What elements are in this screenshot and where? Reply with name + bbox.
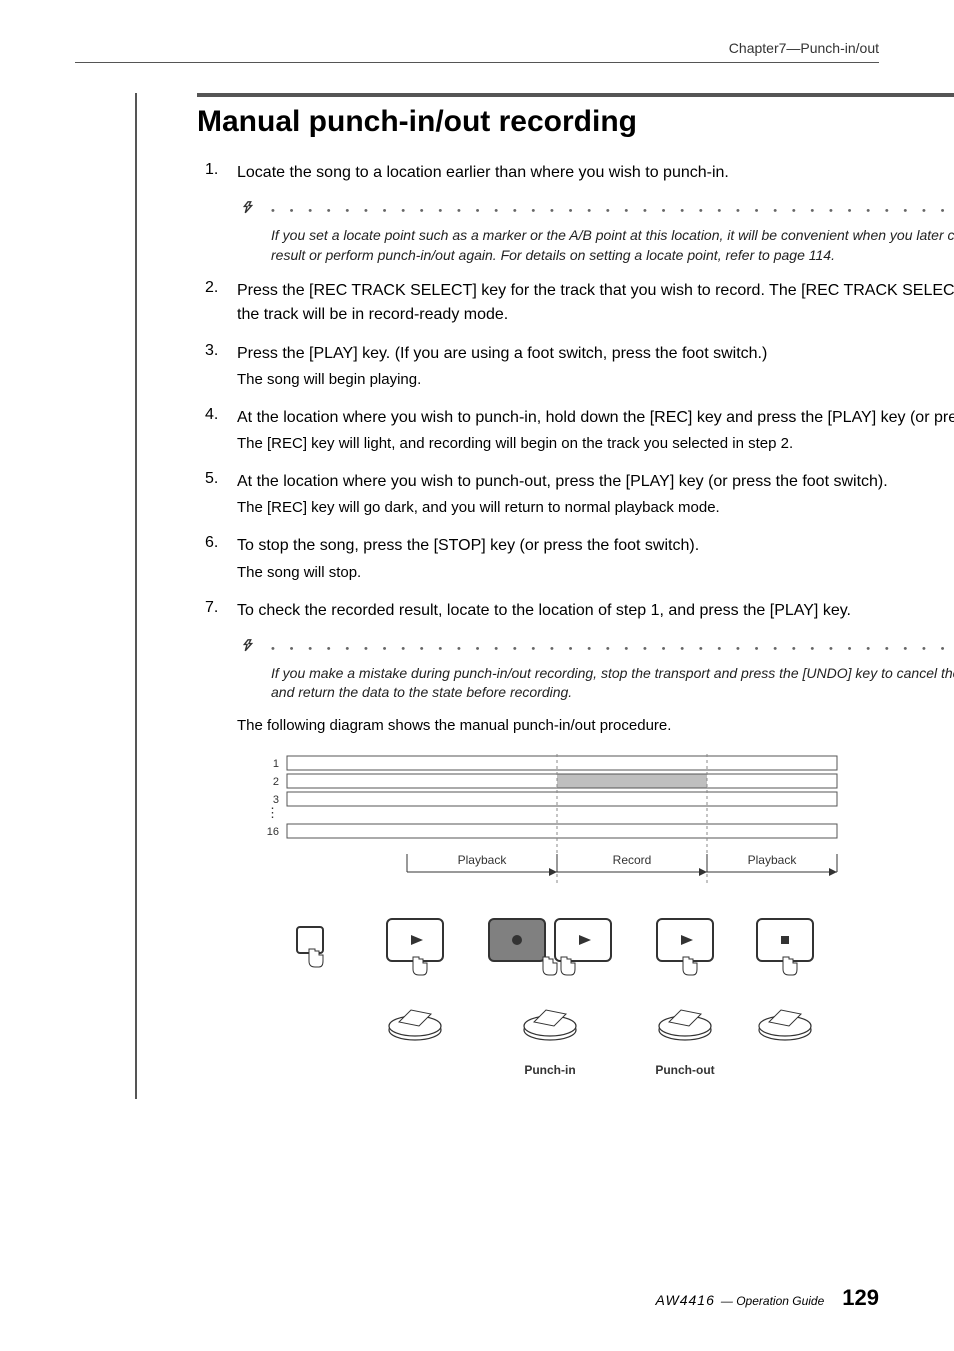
track-ellipsis: ⋮ <box>266 805 279 820</box>
tip-block-2: • • • • • • • • • • • • • • • • • • • • … <box>237 638 954 703</box>
step-number: 4. <box>205 406 218 424</box>
punch-out-label: Punch-out <box>655 1063 714 1077</box>
chapter-header: Chapter7—Punch-in/out <box>75 40 879 56</box>
title-rule <box>197 93 954 97</box>
step-number: 7. <box>205 599 218 617</box>
timeline-label: Playback <box>458 853 508 867</box>
footswitch-icon <box>759 1010 811 1040</box>
punch-in-label: Punch-in <box>524 1063 575 1077</box>
step-body: The [REC] key will light, and recording … <box>237 433 954 454</box>
track-label: 2 <box>273 776 279 788</box>
play-button-icon <box>657 919 713 975</box>
arrow-head <box>829 868 837 876</box>
track-label: 1 <box>273 758 279 770</box>
step-4: 4. At the location where you wish to pun… <box>237 406 954 454</box>
lightbulb-icon <box>237 200 259 222</box>
step-1: 1. Locate the song to a location earlier… <box>237 161 954 184</box>
track-rect <box>287 792 837 806</box>
tip-header: • • • • • • • • • • • • • • • • • • • • … <box>237 638 954 660</box>
locate-button-icon <box>297 927 323 967</box>
track-label: 16 <box>267 826 279 838</box>
rec-play-button-icon <box>489 919 611 975</box>
vertical-rule <box>135 93 137 1099</box>
page-title: Manual punch-in/out recording <box>197 105 954 139</box>
dots-separator: • • • • • • • • • • • • • • • • • • • • … <box>271 205 954 217</box>
step-body: The [REC] key will go dark, and you will… <box>237 497 954 518</box>
step-2: 2. Press the [REC TRACK SELECT] key for … <box>237 279 954 325</box>
step-3: 3. Press the [PLAY] key. (If you are usi… <box>237 342 954 390</box>
diagram-svg: 1 2 3 ⋮ 16 <box>237 754 857 1094</box>
step-number: 1. <box>205 161 218 179</box>
arrow-head <box>699 868 707 876</box>
footswitch-icon <box>659 1010 711 1040</box>
footswitch-icon <box>389 1010 441 1040</box>
step-head: To check the recorded result, locate to … <box>237 599 954 622</box>
step-number: 6. <box>205 534 218 552</box>
track-rect <box>287 756 837 770</box>
tip-block: • • • • • • • • • • • • • • • • • • • • … <box>237 200 954 265</box>
step-5: 5. At the location where you wish to pun… <box>237 470 954 518</box>
page-footer: AW4416 — Operation Guide 129 <box>655 1285 879 1311</box>
track-rect <box>287 824 837 838</box>
footer-guide: — Operation Guide <box>721 1294 824 1308</box>
steps-list: 1. Locate the song to a location earlier… <box>237 161 954 184</box>
footswitch-icon <box>524 1010 576 1040</box>
step-7: 7. To check the recorded result, locate … <box>237 599 954 622</box>
timeline-label: Playback <box>748 853 798 867</box>
tip-text: If you set a locate point such as a mark… <box>271 226 954 265</box>
diagram-intro: The following diagram shows the manual p… <box>237 717 954 734</box>
arrow-head <box>549 868 557 876</box>
tip-header: • • • • • • • • • • • • • • • • • • • • … <box>237 200 954 222</box>
step-number: 2. <box>205 279 218 297</box>
steps-list-cont: 2. Press the [REC TRACK SELECT] key for … <box>237 279 954 621</box>
step-head: To stop the song, press the [STOP] key (… <box>237 534 954 557</box>
header-rule <box>75 62 879 63</box>
step-number: 5. <box>205 470 218 488</box>
content: Manual punch-in/out recording 1. Locate … <box>197 93 954 1099</box>
content-wrap: Manual punch-in/out recording 1. Locate … <box>75 93 879 1099</box>
step-head: Press the [REC TRACK SELECT] key for the… <box>237 279 954 325</box>
punch-diagram: 1 2 3 ⋮ 16 <box>237 754 954 1099</box>
dots-separator: • • • • • • • • • • • • • • • • • • • • … <box>271 643 954 655</box>
step-6: 6. To stop the song, press the [STOP] ke… <box>237 534 954 582</box>
timeline-label: Record <box>613 853 652 867</box>
stop-button-icon <box>757 919 813 975</box>
tip-text: If you make a mistake during punch-in/ou… <box>271 664 954 703</box>
footer-pagenum: 129 <box>842 1285 879 1311</box>
step-head: Press the [PLAY] key. (If you are using … <box>237 342 954 365</box>
step-body: The song will begin playing. <box>237 369 954 390</box>
play-button-icon <box>387 919 443 975</box>
step-body: The song will stop. <box>237 562 954 583</box>
step-number: 3. <box>205 342 218 360</box>
step-head: Locate the song to a location earlier th… <box>237 161 954 184</box>
step-head: At the location where you wish to punch-… <box>237 406 954 429</box>
lightbulb-icon <box>237 638 259 660</box>
footer-model: AW4416 <box>655 1292 714 1308</box>
page: Chapter7—Punch-in/out Manual punch-in/ou… <box>0 0 954 1351</box>
step-head: At the location where you wish to punch-… <box>237 470 954 493</box>
record-region <box>557 774 707 788</box>
